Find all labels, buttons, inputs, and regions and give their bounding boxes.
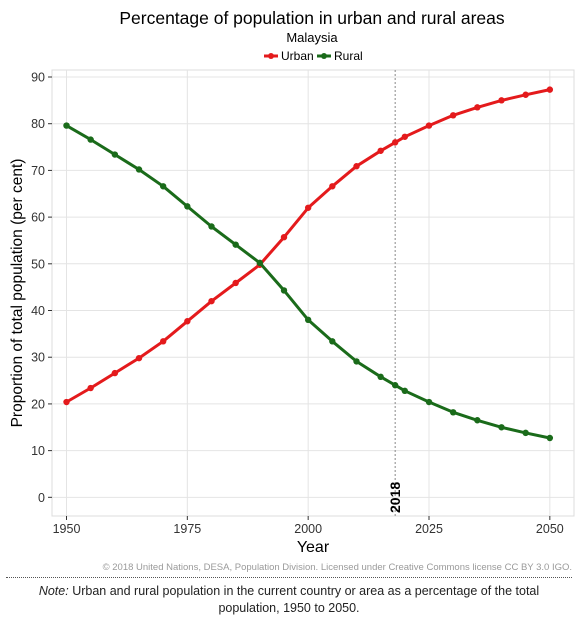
data-point-urban	[63, 398, 70, 406]
legend-label-urban: Urban	[281, 49, 314, 63]
legend-marker-urban	[268, 53, 274, 59]
y-tick-label: 50	[31, 257, 45, 271]
note-divider	[6, 577, 572, 578]
data-point-rural	[546, 434, 554, 442]
data-point-urban	[232, 279, 239, 287]
data-point-rural	[159, 183, 167, 190]
data-point-urban	[329, 183, 336, 190]
chart-subtitle: Malaysia	[286, 30, 338, 45]
data-point-rural	[87, 136, 94, 143]
data-point-rural	[449, 409, 457, 416]
legend-label-rural: Rural	[334, 49, 363, 63]
x-tick-label: 2050	[536, 522, 564, 536]
data-point-rural	[391, 382, 399, 389]
data-point-rural	[111, 151, 119, 158]
copyright-credit: © 2018 United Nations, DESA, Population …	[102, 562, 572, 573]
data-point-urban	[522, 91, 529, 98]
data-point-urban	[474, 104, 481, 111]
data-point-rural	[425, 398, 433, 406]
data-point-rural	[474, 417, 481, 424]
y-axis-label: Proportion of total population (per cent…	[9, 159, 26, 428]
data-point-urban	[111, 369, 119, 377]
data-point-rural	[135, 166, 143, 173]
data-point-rural	[401, 387, 409, 395]
y-tick-label: 30	[31, 351, 45, 365]
note: Note: Urban and rural population in the …	[8, 583, 570, 617]
y-tick-label: 40	[31, 304, 45, 318]
data-point-rural	[63, 122, 70, 129]
chart: Percentage of population in urban and ru…	[9, 8, 575, 556]
data-point-urban	[304, 204, 312, 211]
legend-item-rural: Rural	[317, 49, 363, 63]
x-tick-label: 1975	[173, 522, 201, 536]
y-tick-label: 90	[31, 71, 45, 85]
x-tick-label: 2025	[415, 522, 443, 536]
legend-marker-rural	[321, 53, 327, 59]
data-point-urban	[498, 97, 505, 104]
data-point-urban	[353, 163, 360, 170]
data-point-urban	[425, 122, 433, 129]
data-point-urban	[391, 139, 399, 146]
x-axis: 1950 1975 2000 2025 2050	[53, 516, 564, 536]
plot-panel	[51, 69, 575, 517]
note-text: Urban and rural population in the curren…	[68, 584, 540, 615]
data-point-urban	[377, 147, 384, 154]
legend-item-urban: Urban	[264, 49, 314, 63]
data-point-urban	[184, 318, 191, 325]
reference-line-group: 2018	[387, 70, 403, 516]
data-point-urban	[401, 133, 409, 140]
data-point-rural	[232, 241, 239, 248]
series-layer	[63, 86, 554, 442]
data-point-urban	[87, 384, 94, 392]
note-label: Note:	[38, 584, 69, 598]
y-tick-label: 80	[31, 117, 45, 131]
data-point-rural	[329, 338, 336, 345]
data-point-rural	[208, 223, 215, 230]
data-point-urban	[280, 233, 288, 241]
data-point-rural	[184, 203, 191, 210]
data-point-rural	[280, 287, 288, 294]
series-line-urban	[65, 88, 552, 404]
data-point-rural	[353, 358, 360, 365]
data-point-urban	[208, 297, 215, 305]
data-point-rural	[377, 373, 384, 381]
y-tick-label: 70	[31, 164, 45, 178]
data-point-urban	[449, 112, 457, 119]
data-point-urban	[159, 338, 167, 345]
y-tick-label: 60	[31, 211, 45, 225]
legend: Urban Rural	[264, 49, 363, 63]
y-tick-label: 10	[31, 444, 45, 458]
y-tick-label: 0	[38, 491, 45, 505]
data-point-rural	[522, 429, 529, 437]
y-tick-label: 20	[31, 397, 45, 411]
data-point-urban	[546, 86, 554, 93]
x-tick-label: 1950	[53, 522, 81, 536]
data-point-urban	[135, 354, 143, 362]
x-axis-label: Year	[297, 539, 330, 556]
chart-title: Percentage of population in urban and ru…	[119, 8, 505, 28]
data-point-rural	[498, 424, 505, 431]
data-point-rural	[256, 259, 264, 267]
data-point-rural	[304, 316, 312, 324]
x-tick-label: 2000	[294, 522, 322, 536]
series-line-rural	[65, 124, 552, 440]
y-axis: 0 10 20 30 40 50 60 70 80 90	[31, 71, 52, 505]
reference-line-label: 2018	[387, 482, 403, 513]
